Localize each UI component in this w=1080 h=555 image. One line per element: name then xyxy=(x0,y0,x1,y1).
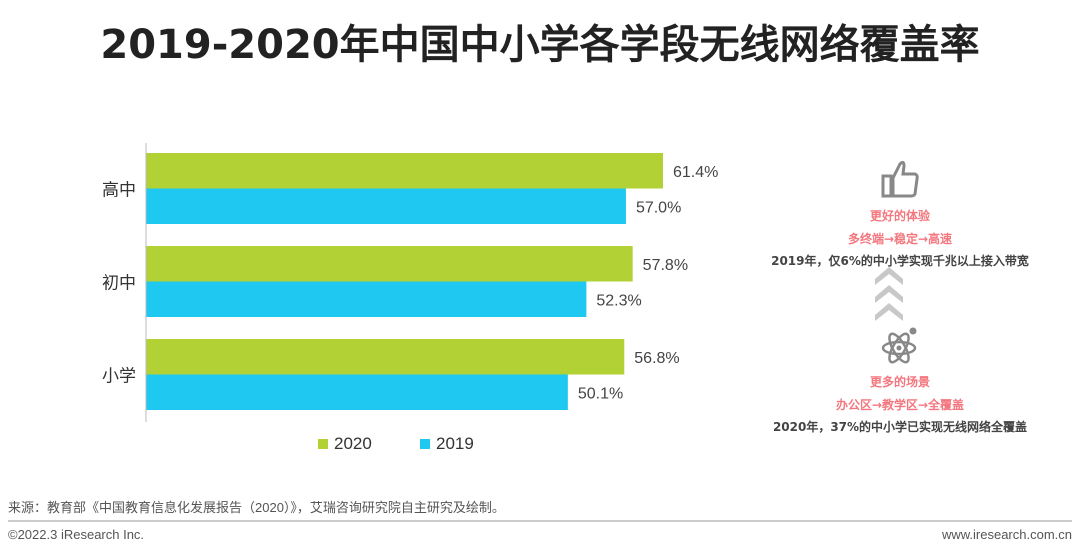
bottom-heading: 更多的场景 xyxy=(869,375,930,389)
bottom-note: 2020年，37%的中小学已实现无线网络全覆盖 xyxy=(772,420,1028,434)
chart-title: 2019-2020年中国中小学各学段无线网络覆盖率 xyxy=(100,22,980,68)
legend-swatch-2020 xyxy=(318,439,328,449)
data-label: 56.8% xyxy=(634,350,679,367)
data-label: 61.4% xyxy=(673,164,718,181)
bar-2019 xyxy=(146,188,626,224)
category-label: 初中 xyxy=(102,274,136,294)
bar-2020 xyxy=(146,339,625,375)
legend-label-2020: 2020 xyxy=(334,434,372,453)
legend-label-2019: 2019 xyxy=(436,434,474,453)
bar-2020 xyxy=(146,153,663,189)
footer-divider xyxy=(8,520,1072,522)
data-label: 52.3% xyxy=(596,292,641,309)
bar-2020 xyxy=(146,246,633,282)
website-link[interactable]: www.iresearch.com.cn xyxy=(941,527,1072,542)
bar-chart: 高中 61.4% 57.0% 初中 57.8% 52.3% 小学 56.8% 50.1% xyxy=(102,143,718,422)
atom-icon xyxy=(881,327,917,364)
data-label: 50.1% xyxy=(578,385,623,402)
data-label: 57.8% xyxy=(643,257,688,274)
top-note: 2019年，仅6%的中小学实现千兆以上接入带宽 xyxy=(771,254,1029,268)
top-heading: 更好的体验 xyxy=(869,209,930,223)
legend-item-2020: 2020 xyxy=(318,434,372,454)
category-label: 小学 xyxy=(102,367,136,387)
side-panel-top: 更好的体验 多终端→稳定→高速 2019年，仅6%的中小学实现千兆以上接入带宽 xyxy=(760,158,1040,269)
data-label: 57.0% xyxy=(636,199,681,216)
legend-swatch-2019 xyxy=(420,439,430,449)
legend-item-2019: 2019 xyxy=(420,434,474,454)
bar-2019 xyxy=(146,374,568,410)
side-panel-bottom: 更多的场景 办公区→教学区→全覆盖 2020年，37%的中小学已实现无线网络全覆… xyxy=(760,326,1040,435)
top-subtitle: 多终端→稳定→高速 xyxy=(847,232,953,246)
copyright: ©2022.3 iResearch Inc. xyxy=(8,527,145,542)
chevrons-up-icon xyxy=(875,267,903,321)
thumbs-up-icon xyxy=(881,160,919,198)
source-note: 来源：教育部《中国教育信息化发展报告（2020）》，艾瑞咨询研究院自主研究及绘制… xyxy=(8,500,505,515)
bottom-subtitle: 办公区→教学区→全覆盖 xyxy=(835,398,965,412)
category-label: 高中 xyxy=(102,181,136,201)
bar-2019 xyxy=(146,281,587,317)
